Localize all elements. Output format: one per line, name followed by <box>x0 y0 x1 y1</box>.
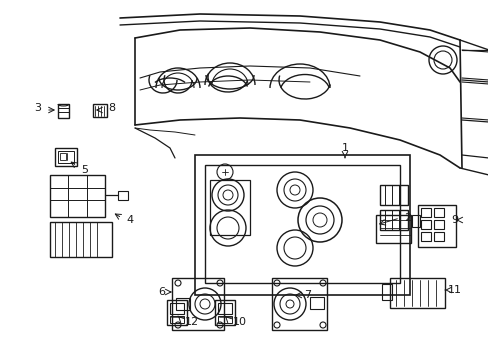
Bar <box>433 208 443 217</box>
Text: 6: 6 <box>158 287 165 297</box>
Bar <box>411 215 419 227</box>
Bar <box>176 298 190 310</box>
Bar <box>50 222 112 257</box>
Bar <box>433 220 443 229</box>
Bar <box>170 316 183 323</box>
Bar <box>420 208 430 217</box>
Text: 8: 8 <box>108 103 115 113</box>
Bar <box>389 278 444 308</box>
Bar <box>379 210 407 230</box>
Bar <box>433 232 443 241</box>
Bar <box>93 104 107 117</box>
Bar <box>118 191 128 200</box>
Bar <box>50 175 105 217</box>
Text: 1: 1 <box>341 143 348 153</box>
Bar <box>381 284 391 300</box>
Bar <box>417 205 455 247</box>
Bar <box>218 303 231 314</box>
Text: 9: 9 <box>450 215 458 225</box>
Text: 10: 10 <box>232 317 246 327</box>
Bar <box>58 151 74 163</box>
Bar <box>195 155 409 295</box>
Bar <box>309 297 324 309</box>
Text: 5: 5 <box>81 165 88 175</box>
Bar <box>167 300 186 325</box>
Bar <box>271 278 326 330</box>
Bar <box>209 180 249 235</box>
Bar <box>58 104 69 118</box>
Text: 7: 7 <box>304 290 311 300</box>
Bar <box>379 185 407 205</box>
Bar <box>375 215 410 243</box>
Bar <box>204 165 399 283</box>
Bar <box>60 153 66 160</box>
Bar <box>172 278 224 330</box>
Bar <box>215 300 235 325</box>
Text: 11: 11 <box>447 285 461 295</box>
Text: 3: 3 <box>35 103 41 113</box>
Bar <box>55 148 77 166</box>
Bar <box>420 232 430 241</box>
Text: 2: 2 <box>404 213 411 223</box>
Text: 4: 4 <box>126 215 133 225</box>
Bar <box>218 316 231 323</box>
Bar <box>420 220 430 229</box>
Bar <box>170 303 183 314</box>
Text: 12: 12 <box>184 317 199 327</box>
